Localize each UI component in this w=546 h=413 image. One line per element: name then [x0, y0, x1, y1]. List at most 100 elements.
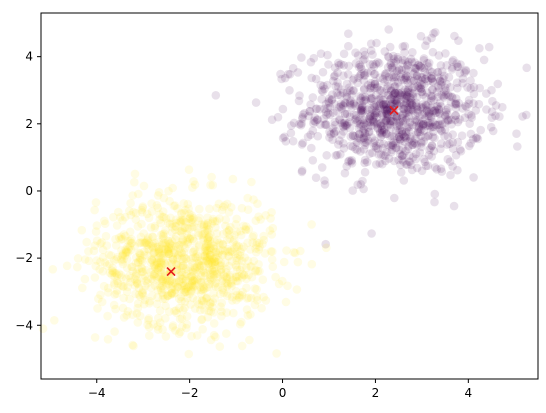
- scatter-point: [207, 275, 216, 285]
- scatter-point: [177, 314, 187, 323]
- scatter-point: [448, 63, 457, 72]
- scatter-point: [397, 151, 407, 161]
- scatter-point: [328, 90, 337, 99]
- scatter-point: [381, 100, 391, 109]
- scatter-point: [164, 307, 174, 316]
- scatter-point: [251, 267, 260, 276]
- scatter-point: [374, 101, 384, 110]
- scatter-point: [379, 139, 388, 149]
- scatter-point: [126, 238, 136, 248]
- scatter-point: [323, 50, 332, 60]
- scatter-point: [387, 145, 397, 155]
- scatter-point: [278, 104, 288, 114]
- scatter-point: [411, 111, 420, 120]
- scatter-point: [417, 63, 427, 73]
- scatter-point: [254, 245, 264, 254]
- scatter-point: [378, 111, 388, 121]
- scatter-point: [405, 100, 414, 109]
- scatter-point: [389, 54, 399, 64]
- scatter-point: [158, 274, 168, 284]
- scatter-point: [415, 127, 425, 137]
- scatter-point: [181, 254, 190, 263]
- scatter-point: [355, 60, 364, 69]
- scatter-point: [403, 91, 412, 101]
- scatter-point: [153, 203, 163, 213]
- scatter-point: [440, 131, 449, 141]
- scatter-point: [167, 284, 177, 294]
- scatter-point: [398, 130, 407, 139]
- scatter-point: [380, 106, 390, 115]
- scatter-point: [406, 94, 416, 103]
- scatter-point: [205, 252, 214, 262]
- scatter-point: [154, 245, 164, 255]
- scatter-point: [417, 80, 427, 90]
- scatter-point: [359, 68, 369, 77]
- scatter-point: [110, 256, 119, 265]
- scatter-point: [471, 133, 481, 143]
- scatter-point: [203, 218, 213, 228]
- scatter-point: [154, 244, 164, 254]
- scatter-point: [383, 113, 393, 123]
- scatter-point: [396, 69, 406, 78]
- scatter-point: [416, 119, 426, 129]
- scatter-point: [451, 100, 461, 109]
- scatter-point: [195, 261, 205, 271]
- scatter-point: [118, 303, 128, 313]
- scatter-point: [426, 112, 436, 121]
- scatter-point: [493, 79, 503, 89]
- scatter-point: [193, 275, 202, 285]
- scatter-point: [373, 82, 382, 91]
- scatter-point: [454, 99, 464, 108]
- scatter-point: [484, 42, 494, 52]
- scatter-point: [365, 114, 374, 123]
- scatter-point: [328, 124, 338, 133]
- scatter-point: [417, 87, 427, 97]
- scatter-point: [170, 279, 180, 288]
- scatter-point: [189, 277, 199, 286]
- scatter-point: [149, 249, 158, 258]
- scatter-point: [448, 144, 458, 153]
- scatter-point: [179, 223, 189, 232]
- scatter-point: [467, 111, 476, 120]
- scatter-point: [187, 277, 197, 286]
- scatter-point: [192, 267, 201, 276]
- scatter-point: [316, 49, 326, 58]
- scatter-point: [388, 141, 397, 150]
- scatter-point: [136, 232, 146, 242]
- scatter-point: [366, 111, 375, 121]
- scatter-point: [204, 232, 214, 242]
- scatter-point: [375, 159, 385, 168]
- scatter-point: [458, 74, 468, 83]
- scatter-point: [196, 305, 205, 315]
- scatter-point: [436, 61, 446, 70]
- scatter-point: [386, 124, 396, 133]
- scatter-point: [202, 293, 211, 303]
- scatter-point: [167, 288, 176, 298]
- scatter-point: [138, 289, 147, 298]
- scatter-point: [199, 220, 209, 230]
- scatter-point: [266, 214, 275, 223]
- scatter-point: [155, 215, 164, 224]
- scatter-point: [177, 248, 186, 257]
- scatter-point: [378, 159, 387, 169]
- scatter-point: [383, 52, 393, 61]
- scatter-point: [418, 100, 427, 109]
- scatter-point: [311, 74, 321, 84]
- scatter-point: [324, 98, 334, 108]
- scatter-point: [425, 120, 435, 130]
- scatter-point: [165, 196, 174, 206]
- scatter-point: [344, 83, 354, 92]
- scatter-point: [185, 280, 195, 290]
- scatter-point: [171, 222, 181, 231]
- scatter-point: [410, 82, 419, 91]
- scatter-point: [358, 121, 368, 131]
- scatter-point: [134, 284, 144, 293]
- scatter-point: [362, 157, 372, 167]
- scatter-point: [171, 218, 181, 228]
- scatter-point: [359, 184, 368, 194]
- scatter-point: [173, 204, 182, 213]
- scatter-point: [111, 234, 120, 244]
- scatter-point: [414, 83, 424, 93]
- scatter-point: [167, 289, 177, 299]
- scatter-point: [423, 131, 433, 141]
